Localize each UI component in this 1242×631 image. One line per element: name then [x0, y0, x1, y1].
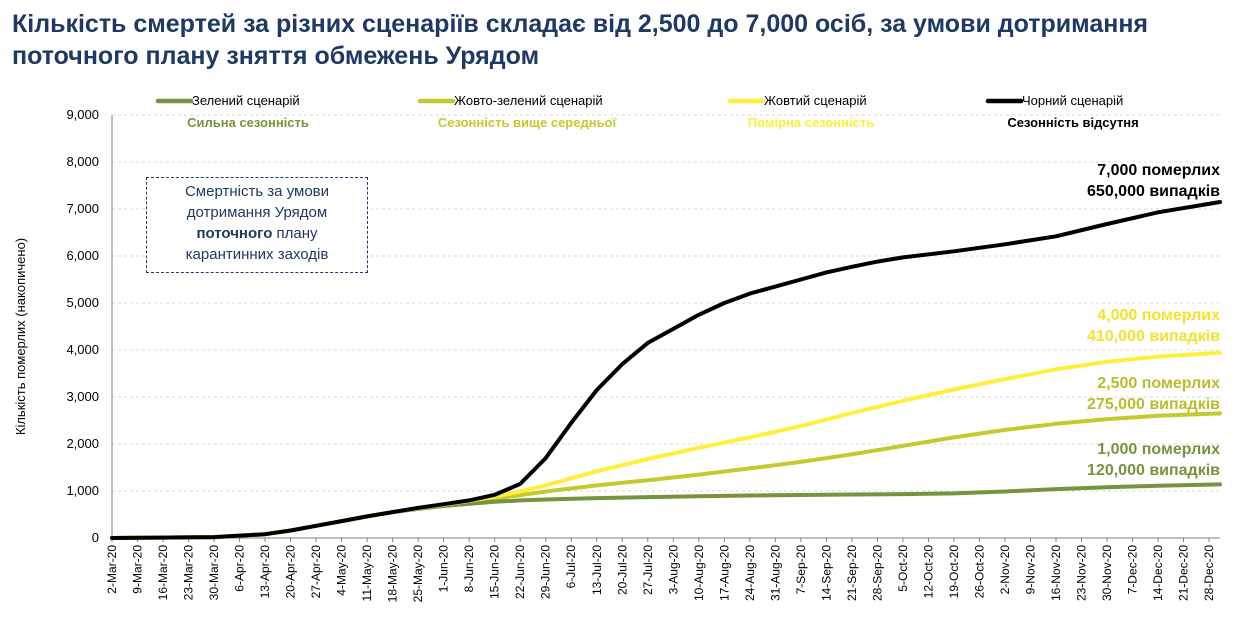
x-tick-label: 7-Sep-20 [794, 545, 808, 595]
note-bold: поточного [196, 225, 273, 242]
legend-label-3: Жовтий сценарій [764, 93, 867, 108]
legend-label-4: Чорний сценарій [1022, 93, 1123, 108]
x-tick-label: 29-Jun-20 [539, 545, 553, 599]
x-tick-label: 5-Oct-20 [896, 545, 910, 592]
x-tick-label: 2-Mar-20 [105, 545, 119, 594]
x-tick-label: 21-Sep-20 [845, 545, 859, 601]
note-line-3: поточного плану [147, 223, 367, 244]
annotation-4-1: 7,000 померлих [1097, 162, 1220, 179]
y-tick-label: 7,000 [66, 201, 99, 216]
legend-subtitle-4: Сезонність відсутня [1007, 115, 1138, 130]
x-tick-label: 3-Aug-20 [666, 545, 680, 595]
legend-label-1: Зелений сценарій [192, 93, 300, 108]
x-tick-label: 25-May-20 [411, 545, 425, 603]
x-tick-label: 6-Apr-20 [233, 545, 247, 592]
x-tick-label: 27-Jul-20 [641, 545, 655, 595]
x-tick-label: 2-Nov-20 [998, 545, 1012, 595]
x-tick-label: 15-Jun-20 [488, 545, 502, 599]
x-tick-label: 30-Nov-20 [1100, 545, 1114, 601]
annotation-3-2: 410,000 випадків [1087, 328, 1220, 345]
annotation-2-1: 2,500 померлих [1097, 375, 1220, 392]
x-tick-label: 20-Jul-20 [615, 545, 629, 595]
x-tick-label: 24-Aug-20 [743, 545, 757, 601]
x-tick-label: 10-Aug-20 [692, 545, 706, 601]
note-line-1: Смертність за умови [184, 183, 330, 200]
x-tick-label: 23-Mar-20 [182, 545, 196, 601]
y-tick-label: 4,000 [66, 342, 99, 357]
annotation-3-1: 4,000 померлих [1097, 307, 1220, 324]
y-tick-label: 9,000 [66, 107, 99, 122]
x-tick-label: 12-Oct-20 [921, 545, 935, 599]
series-line-4 [110, 200, 1222, 540]
x-tick-label: 4-May-20 [335, 545, 349, 596]
x-tick-label: 14-Dec-20 [1151, 545, 1165, 601]
x-tick-label: 30-Mar-20 [207, 545, 221, 601]
x-tick-label: 6-Jul-20 [564, 545, 578, 589]
x-tick-label: 16-Nov-20 [1049, 545, 1063, 601]
x-tick-label: 1-Jun-20 [437, 545, 451, 593]
x-tick-label: 17-Aug-20 [717, 545, 731, 601]
x-tick-label: 19-Oct-20 [947, 545, 961, 599]
y-tick-label: 2,000 [66, 436, 99, 451]
annotation-2-2: 275,000 випадків [1087, 396, 1220, 413]
x-tick-label: 27-Apr-20 [309, 545, 323, 599]
legend-subtitle-2: Сезонність вище середньої [438, 115, 617, 130]
annotation-1-2: 120,000 випадків [1087, 462, 1220, 479]
y-axis-label: Кількість померлих (накопичено) [13, 238, 28, 435]
x-tick-label: 26-Oct-20 [972, 545, 986, 599]
annotation-4-2: 650,000 випадків [1087, 183, 1220, 200]
x-tick-label: 22-Jun-20 [513, 545, 527, 599]
y-tick-label: 6,000 [66, 248, 99, 263]
x-tick-label: 28-Sep-20 [870, 545, 884, 601]
series-lines [110, 200, 1222, 540]
series-line-1 [110, 482, 1222, 540]
y-tick-label: 0 [92, 530, 99, 545]
y-tick-label: 3,000 [66, 389, 99, 404]
legend-subtitle-3: Помірна сезонність [748, 115, 874, 130]
x-axis: 2-Mar-20 9-Mar-20 16-Mar-20 23-Mar-20 30-Mar… [105, 537, 1220, 603]
chart-title: Кількість смертей за різних сценаріїв ск… [12, 10, 1149, 70]
series-line-3 [110, 350, 1222, 540]
x-tick-label: 23-Nov-20 [1075, 545, 1089, 601]
x-tick-label: 20-Apr-20 [284, 545, 298, 599]
y-tick-label: 8,000 [66, 154, 99, 169]
end-annotations: 1,000 померлих 120,000 випадків 2,500 поме… [1087, 162, 1220, 479]
x-tick-label: 31-Aug-20 [768, 545, 782, 601]
x-tick-label: 21-Dec-20 [1177, 545, 1191, 601]
x-tick-label: 8-Jun-20 [462, 545, 476, 593]
x-tick-label: 9-Mar-20 [131, 545, 145, 594]
x-tick-label: 13-Jul-20 [590, 545, 604, 595]
x-tick-label: 16-Mar-20 [156, 545, 170, 601]
legend-subtitle-1: Сильна сезонність [187, 115, 309, 130]
x-tick-label: 28-Dec-20 [1202, 545, 1216, 601]
note-after-bold: плану [272, 225, 318, 242]
x-tick-label: 9-Nov-20 [1023, 545, 1037, 595]
x-tick-label: 14-Sep-20 [819, 545, 833, 601]
x-tick-label: 11-May-20 [360, 545, 374, 602]
legend-label-2: Жовто-зелений сценарій [454, 93, 603, 108]
note-line-2: дотримання Урядом [186, 204, 328, 221]
y-tick-label: 5,000 [66, 295, 99, 310]
y-axis: 0 1,000 2,000 3,000 4,000 5,000 6,000 7,000 8,00… [66, 107, 113, 545]
legend: Зелений сценарій Сильна сезонність Жовто-з… [155, 93, 1139, 130]
series-line-2 [110, 411, 1222, 540]
x-tick-label: 13-Apr-20 [258, 545, 272, 599]
x-tick-label: 18-May-20 [386, 545, 400, 603]
note-line-4: карантинних заходів [185, 246, 329, 263]
y-tick-label: 1,000 [66, 483, 99, 498]
annotation-1-1: 1,000 померлих [1097, 441, 1220, 458]
grid-lines [112, 114, 1220, 492]
x-tick-label: 7-Dec-20 [1126, 545, 1140, 595]
scenario-note: Смертність за умови дотримання Урядом по… [146, 177, 368, 273]
